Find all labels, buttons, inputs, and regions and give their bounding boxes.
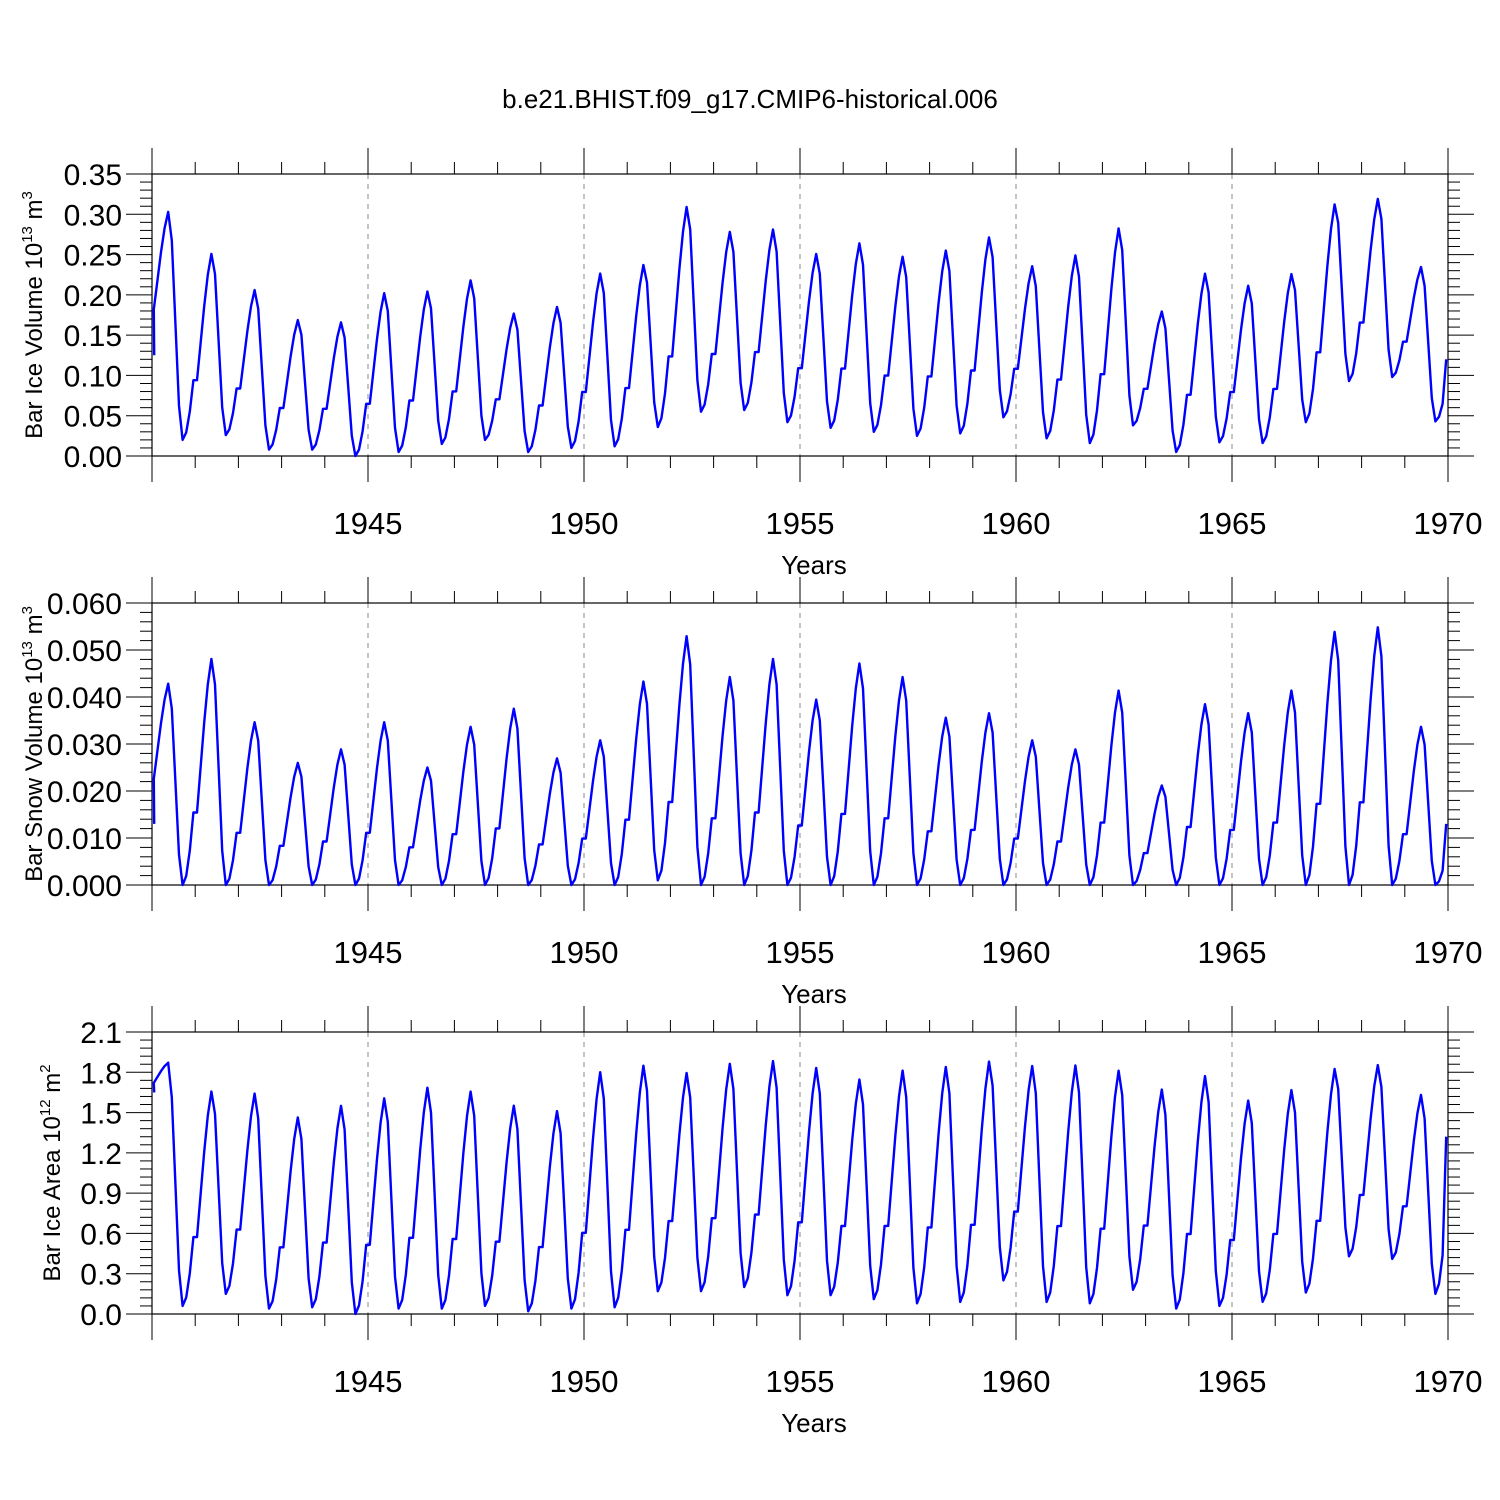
x-axis-label: Years <box>781 550 847 580</box>
x-tick-label: 1970 <box>1414 1364 1483 1399</box>
y-tick-label: 1.8 <box>80 1057 122 1090</box>
y-tick-label: 0.20 <box>64 280 122 313</box>
y-tick-label: 0.050 <box>47 635 122 668</box>
x-tick-label: 1965 <box>1198 935 1267 970</box>
x-tick-label: 1965 <box>1198 1364 1267 1399</box>
x-axis-label: Years <box>781 979 847 1009</box>
y-axis-label: Bar Ice Volume 1013 m3 <box>19 191 48 439</box>
y-tick-label: 0.010 <box>47 823 122 856</box>
series-line <box>152 1059 1448 1316</box>
x-tick-label: 1970 <box>1414 506 1483 541</box>
series-line <box>152 626 1448 887</box>
x-axis-label: Years <box>781 1408 847 1438</box>
y-tick-label: 0.35 <box>64 159 122 192</box>
y-axis-label-text: Bar Snow Volume 1013 m3 <box>19 606 48 882</box>
x-tick-label: 1965 <box>1198 506 1267 541</box>
x-tick-label: 1955 <box>766 935 835 970</box>
y-tick-label: 0.060 <box>47 588 122 621</box>
y-tick-label: 0.00 <box>64 441 122 474</box>
series-line <box>152 197 1448 458</box>
x-tick-label: 1955 <box>766 506 835 541</box>
ice-area-panel: 0.0 0.3 0.6 0.9 1.2 1.5 1.8 2.1 1945 1950 1955 1960… <box>37 1006 1482 1438</box>
x-tick-label: 1950 <box>550 506 619 541</box>
x-tick-label: 1955 <box>766 1364 835 1399</box>
y-tick-label: 0.25 <box>64 240 122 273</box>
x-tick-label: 1945 <box>334 1364 403 1399</box>
y-axis-label-text: Bar Ice Area 1012 m2 <box>37 1064 66 1281</box>
x-tick-label: 1960 <box>982 506 1051 541</box>
y-axis-label: Bar Ice Area 1012 m2 <box>37 1064 66 1281</box>
y-axis-label-text: Bar Ice Volume 1013 m3 <box>19 191 48 439</box>
y-tick-label: 0.9 <box>80 1178 122 1211</box>
y-tick-label: 0.020 <box>47 776 122 809</box>
y-tick-label: 0.3 <box>80 1259 122 1292</box>
y-tick-label: 0.05 <box>64 401 122 434</box>
y-tick-label: 0.30 <box>64 199 122 232</box>
x-tick-label: 1945 <box>334 506 403 541</box>
y-tick-label: 0.10 <box>64 360 122 393</box>
x-tick-label: 1945 <box>334 935 403 970</box>
x-tick-label: 1950 <box>550 1364 619 1399</box>
x-tick-label: 1950 <box>550 935 619 970</box>
y-tick-label: 1.2 <box>80 1138 122 1171</box>
ice-volume-panel: 0.00 0.05 0.10 0.15 0.20 0.25 0.30 0.35 1945 1950… <box>19 148 1482 580</box>
y-tick-label: 0.030 <box>47 729 122 762</box>
y-tick-label: 1.5 <box>80 1098 122 1131</box>
figure-title: b.e21.BHIST.f09_g17.CMIP6-historical.006 <box>502 84 998 114</box>
y-tick-label: 0.6 <box>80 1218 122 1251</box>
y-tick-label: 0.0 <box>80 1299 122 1332</box>
y-tick-label: 0.040 <box>47 682 122 715</box>
x-tick-label: 1970 <box>1414 935 1483 970</box>
x-tick-label: 1960 <box>982 1364 1051 1399</box>
y-axis-label: Bar Snow Volume 1013 m3 <box>19 606 48 882</box>
snow-volume-panel: 0.000 0.010 0.020 0.030 0.040 0.050 0.060 1945 1… <box>19 577 1482 1009</box>
y-tick-label: 2.1 <box>80 1017 122 1050</box>
y-tick-label: 0.000 <box>47 870 122 903</box>
x-tick-label: 1960 <box>982 935 1051 970</box>
y-tick-label: 0.15 <box>64 320 122 353</box>
